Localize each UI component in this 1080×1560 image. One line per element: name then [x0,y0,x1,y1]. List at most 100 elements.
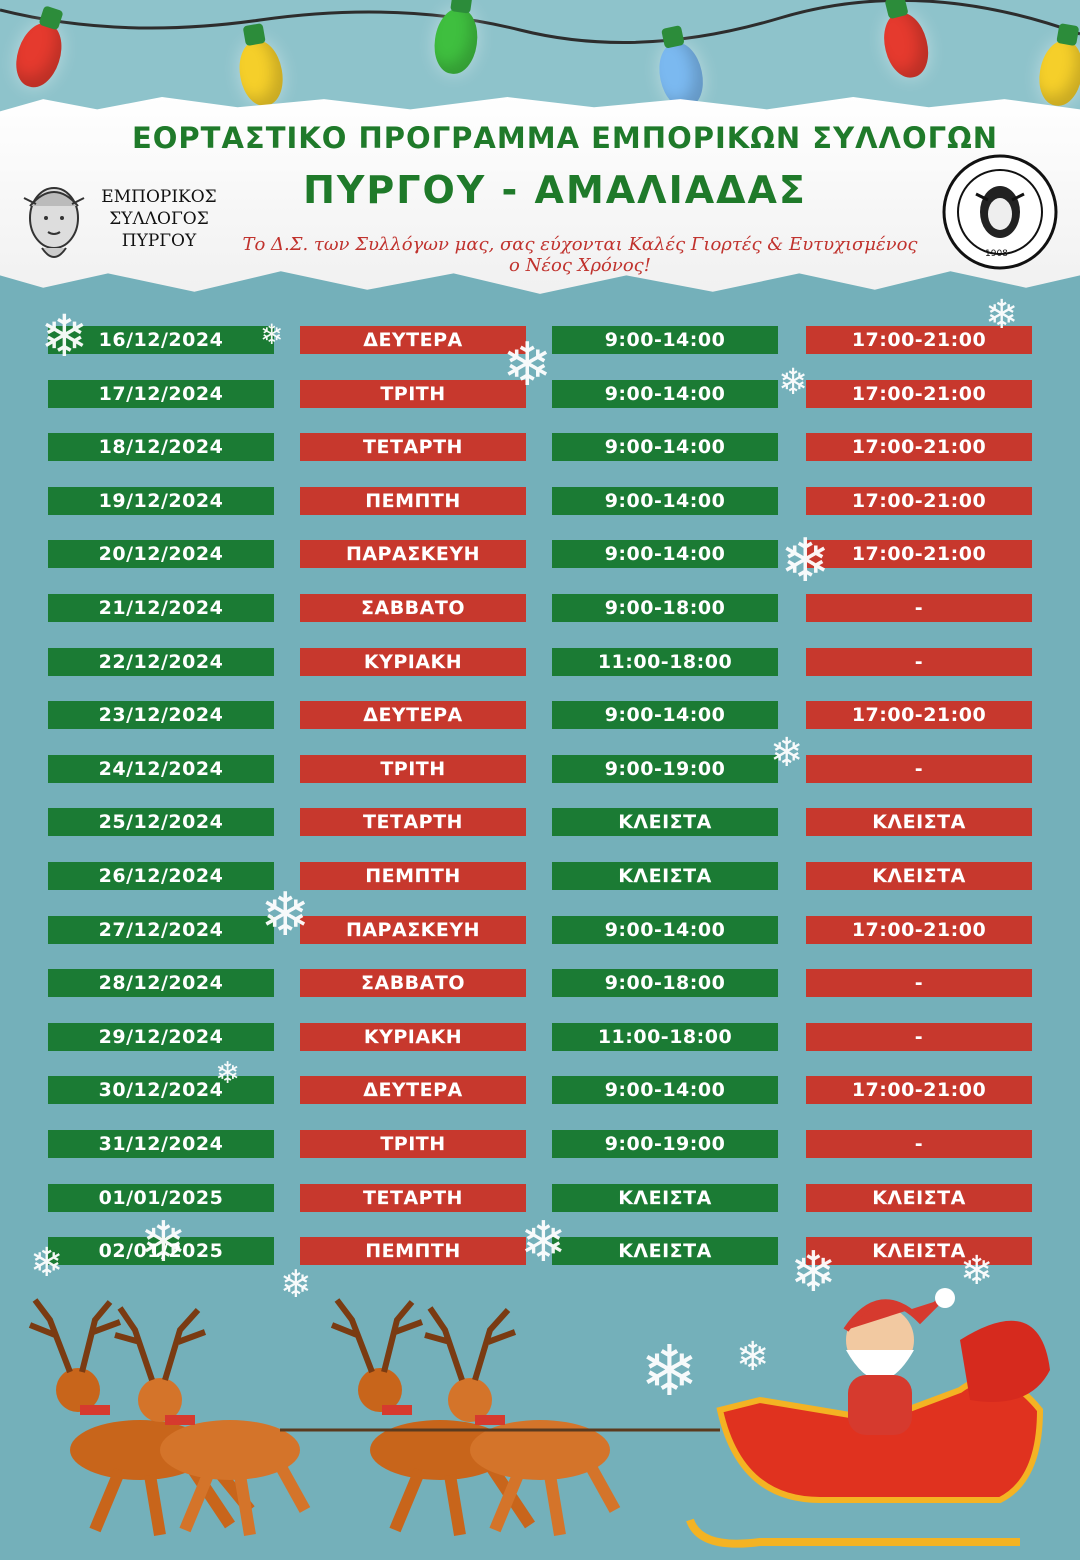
logo-left-line-1: ΕΜΠΟΡΙΚΟΣ [101,187,217,207]
date-cell: 26/12/2024 [48,862,274,890]
day-cell: ΠΑΡΑΣΚΕΥΗ [300,540,526,568]
evening-hours-cell: ΚΛΕΙΣΤΑ [806,808,1032,836]
title-banner [0,97,1080,294]
day-cell: ΔΕΥΤΕΡΑ [300,1076,526,1104]
evening-hours-cell: 17:00-21:00 [806,433,1032,461]
day-cell: ΔΕΥΤΕΡΑ [300,701,526,729]
morning-hours-cell: 9:00-14:00 [552,380,778,408]
evening-hours-cell: 17:00-21:00 [806,540,1032,568]
snowflake-icon: ❄ [30,1240,64,1286]
evening-hours-cell: ΚΛΕΙΣΤΑ [806,862,1032,890]
snowflake-icon: ❄ [40,302,89,370]
day-cell: ΠΕΜΠΤΗ [300,862,526,890]
evening-hours-cell: - [806,755,1032,783]
gift-sack-icon [960,1320,1050,1402]
date-cell: 31/12/2024 [48,1130,274,1158]
light-wire [0,0,1080,44]
snowflake-icon: ❄ [778,362,809,403]
date-cell: 02/01/2025 [48,1237,274,1265]
day-cell: ΤΡΙΤΗ [300,755,526,783]
evening-hours-cell: 17:00-21:00 [806,487,1032,515]
logo-left-line-3: ΠΥΡΓΟΥ [121,231,197,251]
day-cell: ΤΕΤΑΡΤΗ [300,808,526,836]
day-cell: ΠΕΜΠΤΗ [300,1237,526,1265]
morning-hours-cell: 11:00-18:00 [552,1023,778,1051]
snowflake-icon: ❄ [640,1330,699,1412]
snowflake-icon: ❄ [770,730,804,776]
snowflake-icon: ❄ [502,330,553,400]
date-cell: 23/12/2024 [48,701,274,729]
snowflake-icon: ❄ [280,1262,312,1306]
snowflake-icon: ❄ [790,1240,837,1305]
snowflake-icon: ❄ [736,1334,770,1380]
morning-hours-cell: 11:00-18:00 [552,648,778,676]
hermes-head-logo-icon [23,187,85,258]
evening-hours-cell: - [806,969,1032,997]
morning-hours-cell: ΚΛΕΙΣΤΑ [552,1184,778,1212]
day-cell: ΤΡΙΤΗ [300,380,526,408]
morning-hours-cell: ΚΛΕΙΣΤΑ [552,808,778,836]
day-cell: ΣΑΒΒΑΤΟ [300,594,526,622]
morning-hours-cell: ΚΛΕΙΣΤΑ [552,1237,778,1265]
amaliada-association-seal-icon [942,154,1058,270]
date-cell: 19/12/2024 [48,487,274,515]
date-cell: 29/12/2024 [48,1023,274,1051]
day-cell: ΚΥΡΙΑΚΗ [300,1023,526,1051]
morning-hours-cell: 9:00-18:00 [552,969,778,997]
day-cell: ΤΡΙΤΗ [300,1130,526,1158]
date-cell: 17/12/2024 [48,380,274,408]
day-cell: ΤΕΤΑΡΤΗ [300,1184,526,1212]
greeting-text: Το Δ.Σ. των Συλλόγων μας, σας εύχονται Κ… [242,234,918,276]
snowflake-icon: ❄ [260,318,284,351]
date-cell: 20/12/2024 [48,540,274,568]
day-cell: ΤΕΤΑΡΤΗ [300,433,526,461]
santa-icon [843,1288,955,1435]
snowflake-icon: ❄ [780,526,831,596]
date-cell: 24/12/2024 [48,755,274,783]
morning-hours-cell: 9:00-14:00 [552,487,778,515]
reindeer-icon [28,1298,255,1536]
reindeer-icon [114,1306,311,1536]
date-cell: 16/12/2024 [48,326,274,354]
evening-hours-cell: 17:00-21:00 [806,916,1032,944]
evening-hours-cell: - [806,1130,1032,1158]
evening-hours-cell: 17:00-21:00 [806,1076,1032,1104]
date-cell: 21/12/2024 [48,594,274,622]
evening-hours-cell: 17:00-21:00 [806,380,1032,408]
evening-hours-cell: ΚΛΕΙΣΤΑ [806,1184,1032,1212]
sleigh-icon [686,1375,1044,1548]
day-cell: ΣΑΒΒΑΤΟ [300,969,526,997]
evening-hours-cell: 17:00-21:00 [806,326,1032,354]
evening-hours-cell: - [806,648,1032,676]
snowflake-icon: ❄ [960,1248,994,1294]
date-cell: 18/12/2024 [48,433,274,461]
snowflake-icon: ❄ [140,1210,187,1275]
title-line-1: ΕΟΡΤΑΣΤΙΚΟ ΠΡΟΓΡΑΜΜΑ ΕΜΠΟΡΙΚΩΝ ΣΥΛΛΟΓΩΝ [131,121,999,155]
logo-left-text: ΕΜΠΟΡΙΚΟΣ ΣΥΛΛΟΓΟΣ ΠΥΡΓΟΥ [84,186,234,252]
day-cell: ΚΥΡΙΑΚΗ [300,648,526,676]
day-cell: ΔΕΥΤΕΡΑ [300,326,526,354]
day-cell: ΠΕΜΠΤΗ [300,487,526,515]
date-cell: 27/12/2024 [48,916,274,944]
date-cell: 30/12/2024 [48,1076,274,1104]
santa-sleigh-scene [28,1288,1050,1548]
morning-hours-cell: 9:00-14:00 [552,1076,778,1104]
morning-hours-cell: 9:00-14:00 [552,326,778,354]
date-cell: 25/12/2024 [48,808,274,836]
day-cell: ΠΑΡΑΣΚΕΥΗ [300,916,526,944]
morning-hours-cell: 9:00-18:00 [552,594,778,622]
evening-hours-cell: ΚΛΕΙΣΤΑ [806,1237,1032,1265]
logo-left-line-2: ΣΥΛΛΟΓΟΣ [109,209,209,229]
morning-hours-cell: 9:00-14:00 [552,433,778,461]
snowflake-icon: ❄ [985,292,1019,338]
snowflake-icon: ❄ [520,1210,567,1275]
morning-hours-cell: 9:00-14:00 [552,701,778,729]
morning-hours-cell: 9:00-19:00 [552,1130,778,1158]
morning-hours-cell: ΚΛΕΙΣΤΑ [552,862,778,890]
title-line-2: ΠΥΡΓΟΥ - ΑΜΑΛΙΑΔΑΣ [303,168,807,212]
seal-year: 1908 [985,249,1008,259]
morning-hours-cell: 9:00-14:00 [552,540,778,568]
evening-hours-cell: 17:00-21:00 [806,701,1032,729]
evening-hours-cell: - [806,594,1032,622]
reindeer-icon [330,1298,535,1536]
